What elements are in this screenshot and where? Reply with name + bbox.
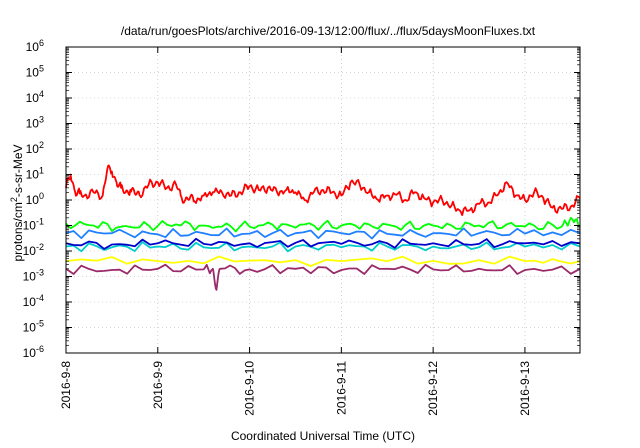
axes [65, 46, 581, 354]
series-line [65, 164, 581, 217]
y-tick-label: 10-5 [23, 319, 44, 335]
x-tick-label: 2016-9-12 [426, 361, 440, 416]
x-tick-labels: 2016-9-8 2016-9-9 2016-9-10 2016-9-11 2016-9… [59, 361, 532, 416]
x-tick-label: 2016-9-9 [151, 361, 165, 409]
plot-frame [65, 46, 581, 354]
chart-title: /data/run/goesPlots/archive/2016-09-13/1… [121, 24, 536, 38]
x-tick-label: 2016-9-10 [243, 361, 257, 416]
x-axis-label: Coordinated Universal Time (UTC) [231, 429, 415, 443]
series-line [65, 216, 581, 233]
y-tick-label: 10-2 [23, 242, 44, 258]
y-tick-label: 10-1 [23, 217, 44, 233]
y-tick-label: 104 [26, 89, 44, 105]
x-tick-label: 2016-9-13 [518, 361, 532, 416]
y-tick-label: 10-3 [23, 268, 44, 284]
y-tick-label: 106 [26, 38, 44, 54]
series-line [65, 255, 581, 267]
y-tick-label: 10-4 [23, 293, 44, 309]
series-lines [65, 164, 581, 291]
y-tick-label: 102 [26, 140, 44, 156]
series-line [65, 227, 581, 240]
y-tick-label: 105 [26, 64, 44, 80]
y-axis-label: protons/cm2-s-sr-MeV [9, 144, 25, 261]
y-tick-label: 10-6 [23, 344, 44, 360]
series-line [65, 237, 581, 250]
grid [65, 46, 580, 354]
series-line [65, 263, 581, 291]
y-tick-labels: 106 105 104 103 102 101 100 10-1 10-2 10-3 10-4 10-… [23, 38, 44, 360]
y-tick-label: 100 [26, 191, 44, 207]
x-tick-label: 2016-9-11 [334, 361, 348, 415]
series-line [65, 241, 581, 253]
y-tick-label: 101 [26, 166, 44, 182]
y-tick-label: 103 [26, 115, 44, 131]
x-tick-label: 2016-9-8 [59, 361, 73, 409]
